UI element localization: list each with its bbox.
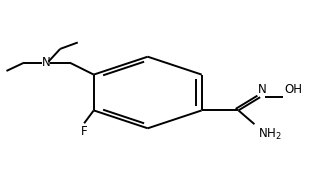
Text: OH: OH [284, 83, 302, 96]
Text: NH$_2$: NH$_2$ [258, 127, 282, 142]
Text: N: N [257, 83, 266, 96]
Text: N: N [41, 56, 50, 69]
Text: F: F [81, 125, 87, 138]
